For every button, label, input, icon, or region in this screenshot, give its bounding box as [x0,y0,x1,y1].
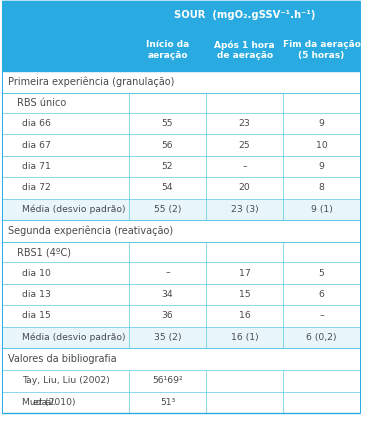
Text: Início da
aeração: Início da aeração [146,40,189,60]
Text: 5: 5 [319,269,324,277]
Text: Média (desvio padrão): Média (desvio padrão) [22,205,125,214]
Text: dia 10: dia 10 [22,269,51,277]
Text: 36: 36 [162,312,173,320]
Bar [2,284,360,305]
Text: dia 13: dia 13 [22,290,51,299]
Text: 23 (3): 23 (3) [231,205,258,214]
Bar [2,1,360,29]
Text: 9 (1): 9 (1) [311,205,332,214]
Bar [2,327,360,348]
Text: dia 72: dia 72 [22,184,51,192]
Text: dia 67: dia 67 [22,141,51,149]
Bar [2,156,360,177]
Text: –: – [165,269,170,277]
Text: –: – [319,312,324,320]
Text: 8: 8 [319,184,325,192]
Text: 16: 16 [239,312,251,320]
Text: RBS único: RBS único [17,98,66,108]
Text: 51³: 51³ [160,398,175,407]
Text: 34: 34 [162,290,173,299]
Text: RBS1 (4ºC): RBS1 (4ºC) [17,247,71,257]
Text: 25: 25 [239,141,251,149]
Text: Fim da aeração
(5 horas): Fim da aeração (5 horas) [283,40,361,60]
Text: 54: 54 [162,184,173,192]
Text: 20: 20 [239,184,251,192]
Bar [2,392,360,413]
Text: 9: 9 [319,162,325,171]
Text: dia 71: dia 71 [22,162,51,171]
Text: 56: 56 [162,141,173,149]
Bar [2,199,360,220]
Text: 17: 17 [239,269,251,277]
Bar [2,113,360,134]
Text: 16 (1): 16 (1) [231,333,258,342]
Text: dia 66: dia 66 [22,119,51,128]
Bar [2,262,360,284]
Bar [2,71,360,93]
Text: 52: 52 [162,162,173,171]
Bar [2,348,360,370]
Text: Primeira experiência (granulação): Primeira experiência (granulação) [8,77,175,87]
Text: 55: 55 [162,119,173,128]
Bar [2,370,360,392]
Text: Segunda experiência (reativação): Segunda experiência (reativação) [8,226,173,236]
Text: 9: 9 [319,119,325,128]
Text: SOUR  (mgO₂.gSSV⁻¹.h⁻¹): SOUR (mgO₂.gSSV⁻¹.h⁻¹) [174,10,315,20]
Text: 55 (2): 55 (2) [154,205,181,214]
Bar [2,29,360,71]
Text: 6: 6 [319,290,325,299]
Text: 10: 10 [316,141,327,149]
Text: Valores da bibliografia: Valores da bibliografia [8,354,117,364]
Text: –: – [242,162,247,171]
Text: 56¹69²: 56¹69² [152,376,183,385]
Text: Muda: Muda [22,398,50,407]
Bar [2,242,360,262]
Text: 35 (2): 35 (2) [154,333,181,342]
Text: (2010): (2010) [42,398,75,407]
Text: et al.: et al. [32,398,56,407]
Text: Tay, Liu, Liu (2002): Tay, Liu, Liu (2002) [22,376,110,385]
Bar [2,305,360,327]
Text: 23: 23 [239,119,251,128]
Text: Média (desvio padrão): Média (desvio padrão) [22,333,125,342]
Text: dia 15: dia 15 [22,312,51,320]
Text: 15: 15 [239,290,251,299]
Text: Após 1 hora
de aeração: Após 1 hora de aeração [214,40,275,60]
Bar [2,220,360,242]
Text: 6 (0,2): 6 (0,2) [306,333,337,342]
Bar [2,177,360,199]
Bar [2,134,360,156]
Bar [2,93,360,113]
